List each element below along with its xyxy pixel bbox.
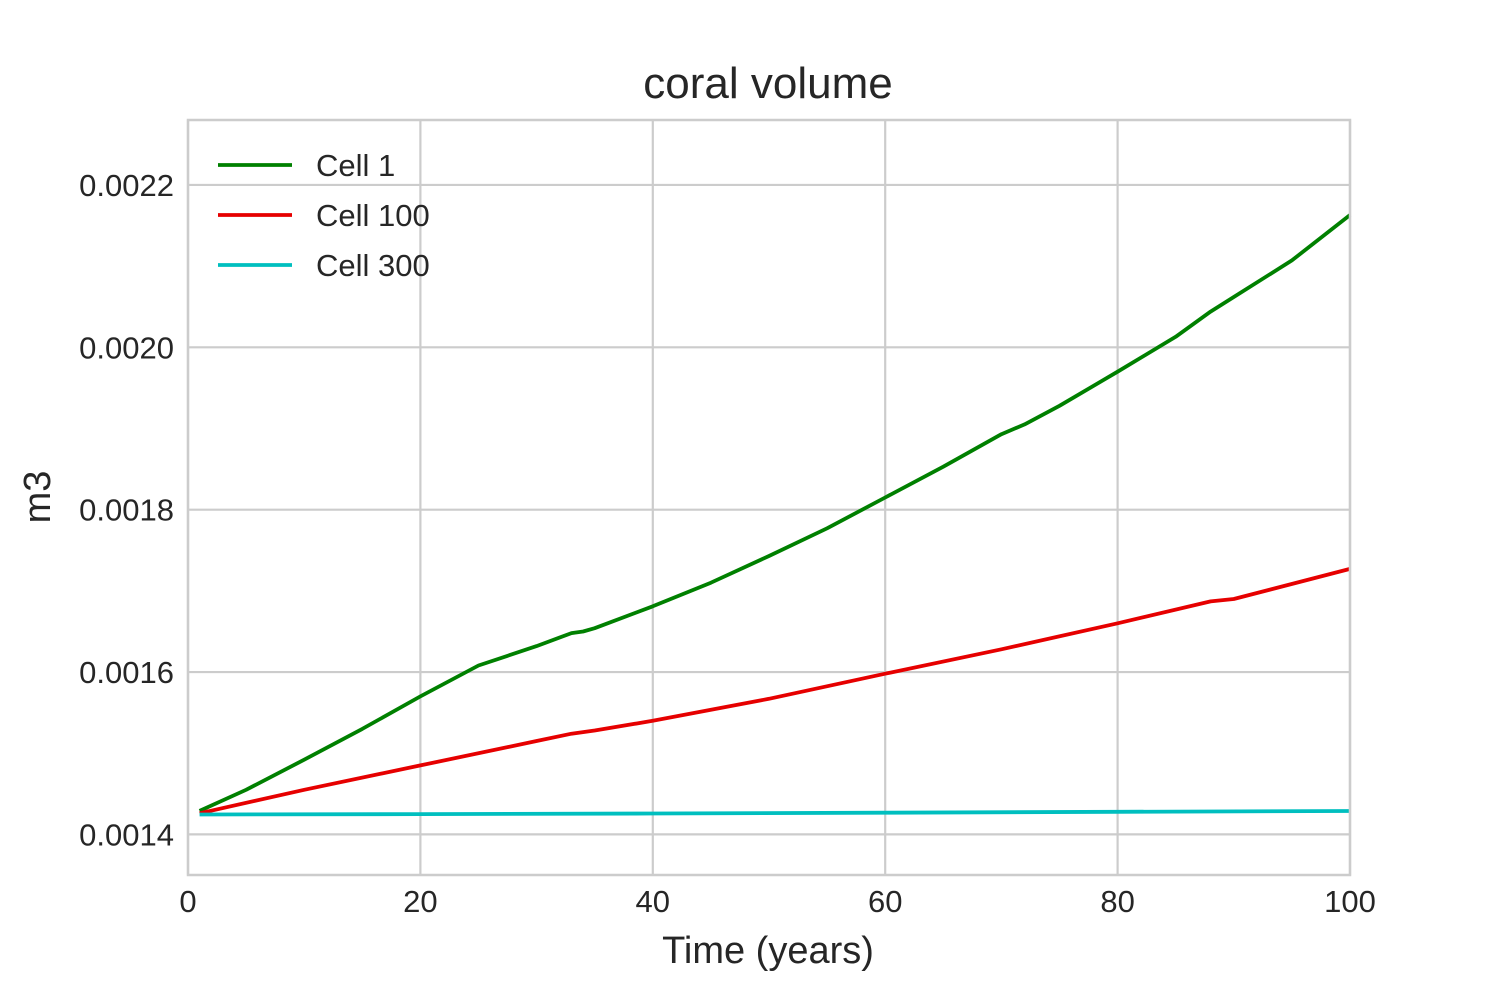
x-tick-label: 20 bbox=[403, 884, 437, 919]
y-tick-label: 0.0020 bbox=[79, 330, 174, 365]
x-tick-label: 0 bbox=[179, 884, 196, 919]
legend-label: Cell 100 bbox=[316, 198, 430, 233]
x-tick-labels: 0 20 40 60 80 100 bbox=[179, 884, 1375, 919]
x-tick-label: 60 bbox=[868, 884, 902, 919]
series-lines bbox=[198, 213, 1352, 817]
x-axis-label: Time (years) bbox=[662, 930, 874, 972]
series-line-cell-1 bbox=[198, 213, 1352, 813]
series-line-cell-300 bbox=[199, 809, 1351, 817]
legend: Cell 1 Cell 100 Cell 300 bbox=[218, 148, 430, 283]
x-tick-label: 80 bbox=[1100, 884, 1134, 919]
legend-label: Cell 1 bbox=[316, 148, 395, 183]
plot-frame bbox=[186, 118, 1352, 877]
y-axis-label: m3 bbox=[17, 471, 59, 524]
y-tick-label: 0.0018 bbox=[79, 493, 174, 528]
x-tick-label: 100 bbox=[1324, 884, 1376, 919]
y-tick-label: 0.0022 bbox=[79, 168, 174, 203]
chart-title: coral volume bbox=[643, 59, 892, 108]
y-tick-label: 0.0016 bbox=[79, 655, 174, 690]
x-tick-label: 40 bbox=[636, 884, 670, 919]
y-tick-label: 0.0014 bbox=[79, 817, 174, 852]
legend-label: Cell 300 bbox=[316, 248, 430, 283]
y-tick-labels: 0.0014 0.0016 0.0018 0.0020 0.0022 bbox=[79, 168, 174, 852]
series-line-cell-100 bbox=[199, 567, 1351, 816]
